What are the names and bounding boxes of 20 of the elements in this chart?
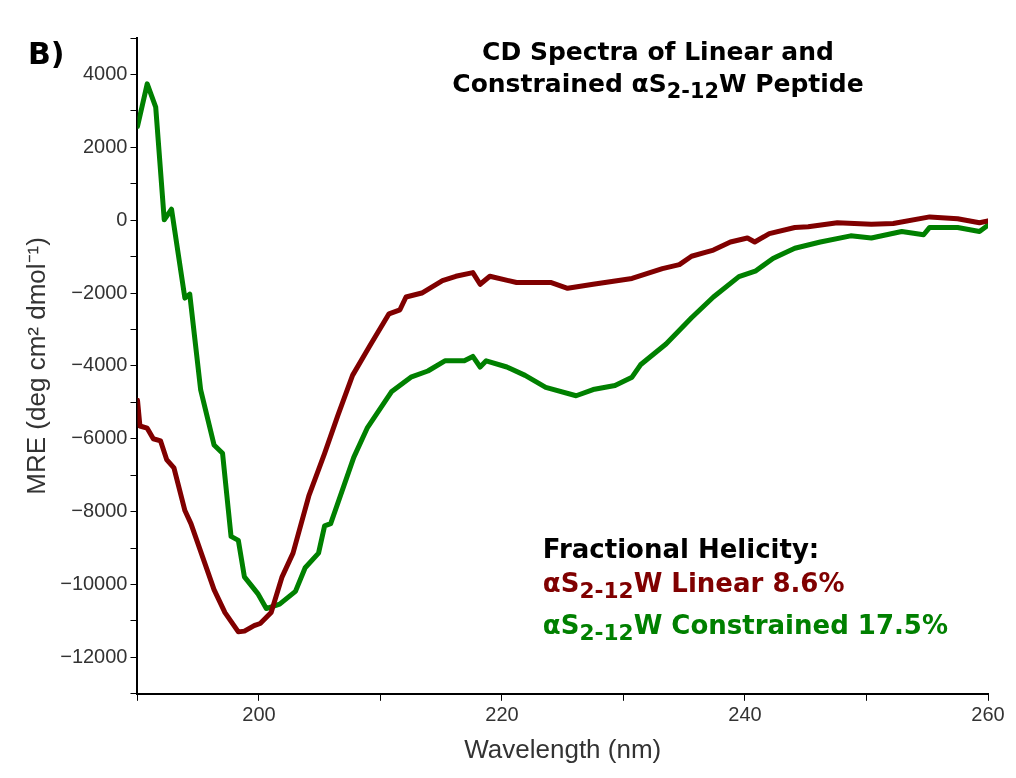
y-axis-title: MRE (deg cm² dmol⁻¹) bbox=[20, 237, 51, 495]
y-tick-label: −10000 bbox=[60, 572, 128, 595]
x-tick-label: 200 bbox=[242, 703, 276, 726]
text: CD Spectra of Linear and Constrained αS$_{2-12}$W Peptide bbox=[451, 36, 865, 105]
y-tick-label: −8000 bbox=[71, 499, 128, 522]
y-tick-label: −4000 bbox=[71, 353, 128, 376]
legend-title: Fractional Helicity: bbox=[542, 532, 821, 566]
y-tick-label: −2000 bbox=[71, 280, 128, 303]
text: αS$_{2-12}$W Linear 8.6% bbox=[542, 566, 846, 605]
x-tick-label: 240 bbox=[728, 703, 762, 726]
text: B) bbox=[28, 36, 65, 71]
y-tick-label: −6000 bbox=[71, 426, 128, 449]
y-tick-label: −12000 bbox=[60, 644, 128, 667]
y-tick-label: 4000 bbox=[82, 61, 128, 84]
y-tick-label: 2000 bbox=[82, 134, 128, 157]
x-tick-label: 260 bbox=[971, 703, 1005, 726]
text: αS$_{2-12}$W Constrained 17.5% bbox=[542, 608, 948, 647]
x-tick-label: 220 bbox=[485, 703, 519, 726]
x-axis-title: Wavelength (nm) bbox=[464, 733, 662, 764]
y-tick-label: 0 bbox=[116, 207, 128, 230]
